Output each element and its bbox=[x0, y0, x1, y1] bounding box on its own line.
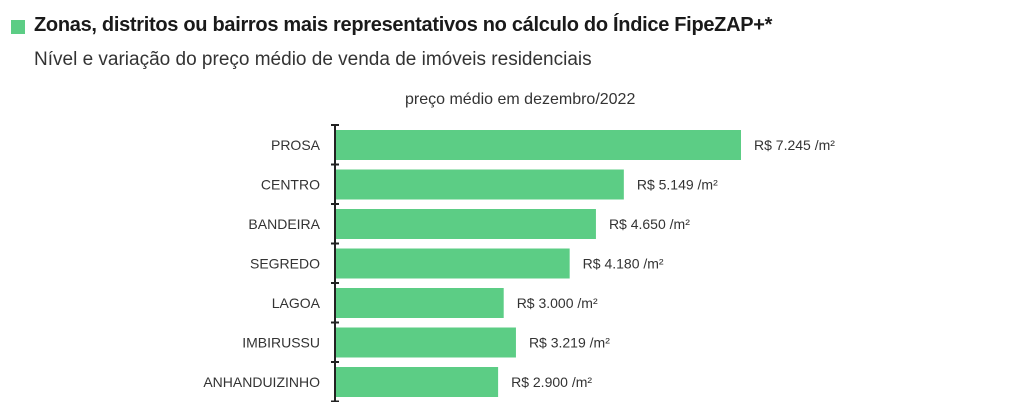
bar bbox=[336, 327, 516, 358]
value-label: R$ 3.000 /m² bbox=[517, 295, 598, 311]
category-label: CENTRO bbox=[261, 177, 320, 193]
category-label: BANDEIRA bbox=[248, 216, 320, 232]
chart-subtitle: Nível e variação do preço médio de venda… bbox=[34, 49, 592, 70]
category-label: ANHANDUIZINHO bbox=[203, 374, 320, 390]
value-label: R$ 5.149 /m² bbox=[637, 177, 718, 193]
bar bbox=[336, 169, 624, 200]
legend-square-icon bbox=[11, 20, 25, 34]
value-label: R$ 4.650 /m² bbox=[609, 216, 690, 232]
category-label: LAGOA bbox=[272, 295, 321, 311]
category-label: SEGREDO bbox=[250, 256, 320, 272]
value-label: R$ 2.900 /m² bbox=[511, 374, 592, 390]
bar bbox=[336, 209, 596, 239]
chart-main-title: Zonas, distritos ou bairros mais represe… bbox=[34, 14, 773, 36]
bar bbox=[336, 130, 741, 160]
value-label: R$ 3.219 /m² bbox=[529, 335, 610, 351]
category-label: IMBIRUSSU bbox=[242, 335, 320, 351]
category-label: PROSA bbox=[271, 137, 321, 153]
bar bbox=[336, 248, 570, 279]
value-label: R$ 4.180 /m² bbox=[583, 256, 664, 272]
bar bbox=[336, 288, 504, 318]
value-label: R$ 7.245 /m² bbox=[754, 137, 835, 153]
chart-title: preço médio em dezembro/2022 bbox=[405, 91, 636, 108]
bar bbox=[336, 367, 499, 397]
